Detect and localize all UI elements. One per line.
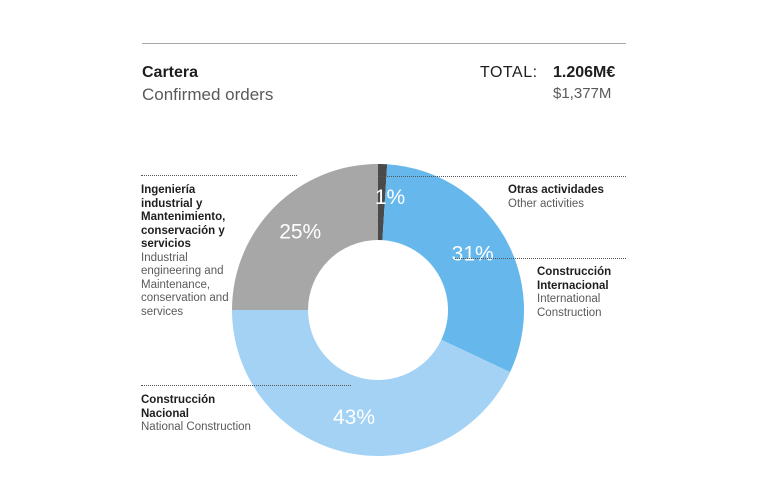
top-divider bbox=[142, 43, 626, 44]
callout-internacional: Construcción Internacional International… bbox=[537, 266, 637, 320]
callout-ingenieria-en: Industrial engineering and Maintenance, … bbox=[141, 251, 229, 318]
callout-ingenieria: Ingeniería industrial y Mantenimiento, c… bbox=[141, 184, 237, 319]
callout-nacional: Construcción Nacional National Construct… bbox=[141, 394, 251, 435]
callout-nacional-en: National Construction bbox=[141, 421, 251, 433]
chart-title: Cartera bbox=[142, 64, 199, 81]
total-eur-value: 1.206M€ bbox=[553, 64, 616, 81]
slice-label-ingenieria: 25% bbox=[279, 221, 321, 244]
chart-subtitle: Confirmed orders bbox=[142, 85, 274, 104]
slice-label-internacional: 31% bbox=[452, 243, 494, 266]
callout-rule-nacional bbox=[141, 385, 351, 386]
callout-otras: Otras actividades Other activities bbox=[508, 184, 638, 211]
callout-rule-internacional bbox=[455, 258, 626, 259]
callout-otras-es: Otras actividades bbox=[508, 184, 604, 196]
slice-label-nacional: 43% bbox=[333, 406, 375, 429]
slice-ingenieria bbox=[232, 164, 378, 310]
callout-internacional-en: International Construction bbox=[537, 293, 602, 319]
slice-nacional bbox=[231, 310, 511, 456]
callout-nacional-es: Construcción Nacional bbox=[141, 394, 216, 420]
total-label: TOTAL: bbox=[480, 64, 538, 81]
total-usd-value: $1,377M bbox=[553, 85, 612, 102]
slice-label-otras: 1% bbox=[375, 186, 405, 209]
callout-rule-ingenieria bbox=[141, 175, 297, 176]
slice-internacional bbox=[382, 164, 524, 373]
callout-internacional-es: Construcción Internacional bbox=[537, 266, 612, 292]
callout-ingenieria-es: Ingeniería industrial y Mantenimiento, c… bbox=[141, 184, 226, 250]
slice-otras bbox=[378, 164, 388, 241]
callout-otras-en: Other activities bbox=[508, 197, 585, 210]
callout-rule-otras bbox=[378, 176, 626, 177]
